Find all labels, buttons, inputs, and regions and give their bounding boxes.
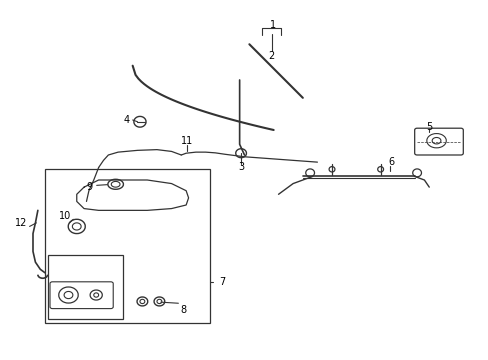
Bar: [45, 169, 210, 323]
Text: 11: 11: [181, 136, 193, 147]
Text: 10: 10: [59, 211, 71, 221]
Text: 5: 5: [425, 122, 431, 132]
Text: 12: 12: [15, 218, 27, 228]
Text: 7: 7: [219, 277, 225, 287]
Text: 3: 3: [238, 162, 244, 172]
Text: 4: 4: [123, 115, 130, 125]
Text: 9: 9: [87, 182, 93, 192]
Bar: [47, 255, 122, 319]
FancyBboxPatch shape: [414, 128, 462, 155]
Text: 2: 2: [268, 51, 274, 61]
Text: 1: 1: [269, 19, 275, 30]
Text: 6: 6: [388, 157, 394, 167]
FancyBboxPatch shape: [50, 282, 113, 309]
Text: 8: 8: [180, 305, 186, 315]
